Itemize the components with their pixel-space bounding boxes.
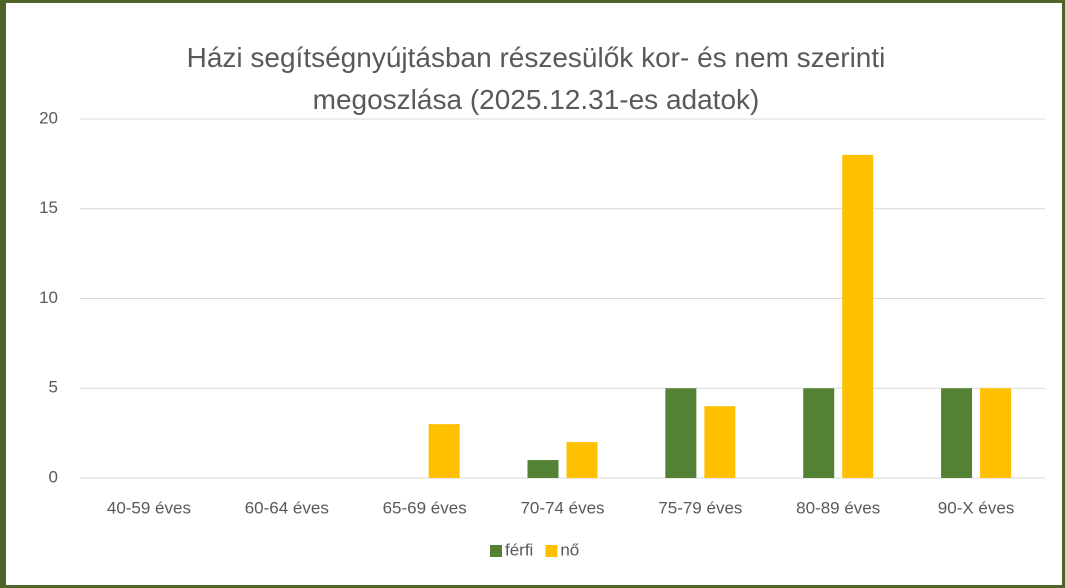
y-tick-label: 5 (49, 378, 58, 397)
x-tick-label: 60-64 éves (245, 498, 329, 517)
bar (842, 154, 874, 478)
bar (527, 460, 559, 478)
y-tick-label: 0 (49, 467, 58, 486)
bar (704, 406, 736, 478)
legend-swatch (490, 545, 502, 557)
x-tick-label: 70-74 éves (520, 498, 604, 517)
x-tick-label: 40-59 éves (107, 498, 191, 517)
y-tick-label: 10 (39, 288, 58, 307)
x-tick-label: 90-X éves (938, 498, 1015, 517)
y-tick-label: 20 (39, 108, 58, 127)
bar (980, 388, 1012, 478)
y-tick-label: 15 (39, 198, 58, 217)
legend-label: nő (560, 540, 579, 559)
bar (566, 442, 598, 478)
bar (665, 388, 697, 478)
x-tick-label: 80-89 éves (796, 498, 880, 517)
x-tick-label: 65-69 éves (383, 498, 467, 517)
bar (428, 424, 460, 478)
bar (803, 388, 835, 478)
bar (941, 388, 973, 478)
legend-swatch (545, 545, 558, 557)
legend-label: férfi (505, 540, 533, 559)
chart-title: Házi segítségnyújtásban részesülők kor- … (186, 42, 886, 115)
chart-svg: 0 5 10 15 20 40-59 éves 60-64 éves 65-69 éves 70… (39, 108, 1045, 559)
x-tick-label: 75-79 éves (658, 498, 742, 517)
